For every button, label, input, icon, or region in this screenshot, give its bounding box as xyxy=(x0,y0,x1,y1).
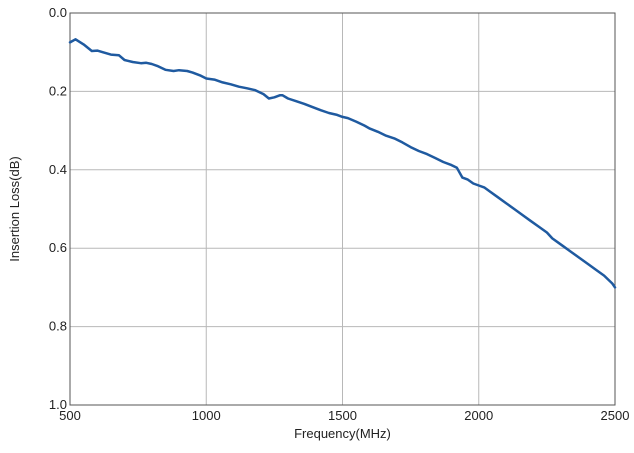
grid xyxy=(70,13,615,405)
y-tick-label: 1.0 xyxy=(49,397,67,412)
x-axis-label: Frequency(MHz) xyxy=(294,426,391,441)
x-tick-label: 2500 xyxy=(601,408,630,423)
plot-frame xyxy=(69,12,616,406)
x-tick-label: 500 xyxy=(59,408,81,423)
y-tick-label: 0.6 xyxy=(49,240,67,255)
x-tick-label: 2000 xyxy=(464,408,493,423)
y-tick-label: 0.8 xyxy=(49,319,67,334)
insertion-loss-line xyxy=(68,38,617,289)
y-axis-label: Insertion Loss(dB) xyxy=(7,156,22,262)
y-tick-label: 0.0 xyxy=(49,5,67,20)
y-tick-label: 0.4 xyxy=(49,162,67,177)
x-tick-label: 1000 xyxy=(192,408,221,423)
y-axis-ticks: 0.0 0.2 0.4 0.6 0.8 1.0 xyxy=(49,5,67,412)
x-tick-label: 1500 xyxy=(328,408,357,423)
series-layer xyxy=(68,38,617,289)
y-tick-label: 0.2 xyxy=(49,83,67,98)
x-axis-ticks: 500 1000 1500 2000 2500 xyxy=(59,408,629,423)
